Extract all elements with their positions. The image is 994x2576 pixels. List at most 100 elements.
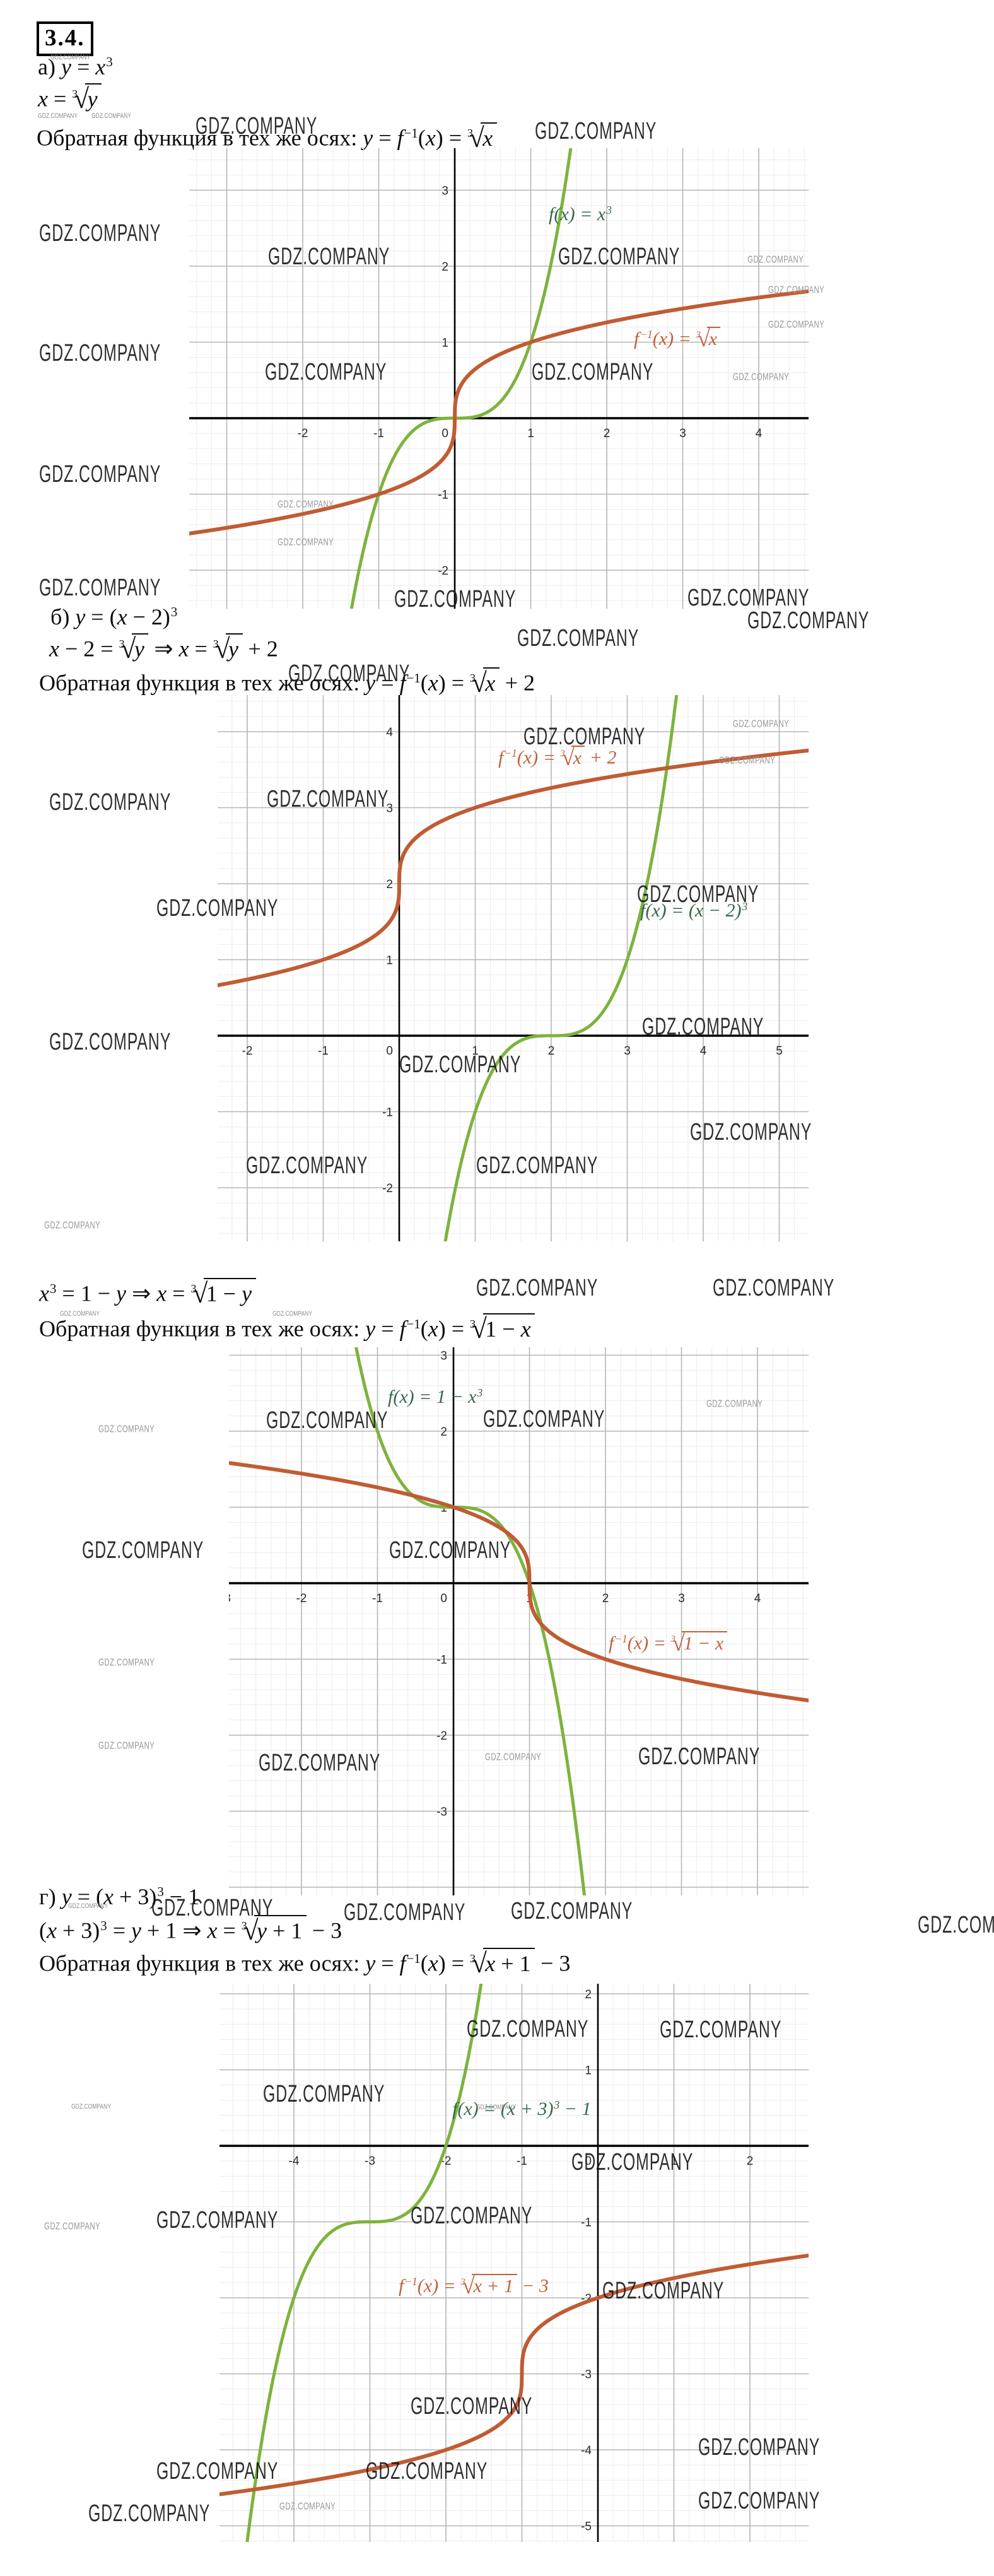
graph-b: -2 -1 0 1 2 3 4 5 4 3 2 1 -1 -2 f(x) = (x − 2)3 f−1(x) … [216, 543, 810, 1394]
graph-a-y-tick: 1 [441, 337, 448, 350]
watermark: GDZ.COMPANY [713, 1274, 835, 1301]
graph-g-y-tick: -3 [581, 2368, 592, 2382]
graph-a-curve-f_inverse [187, 289, 810, 536]
graph-b-y-tick: 4 [386, 726, 393, 739]
graph-g-x-tick: -3 [365, 2155, 375, 2168]
formula-line-b-2: x − 2 = 3√y ⇒ x = 3√y + 2 [49, 633, 278, 665]
graph-v-y-tick: 2 [440, 1426, 447, 1439]
graph-v-x-tick: -3 [229, 1592, 231, 1605]
graph-v-curve-f_inverse [227, 1461, 810, 1702]
graph-v-x-tick: 3 [678, 1592, 685, 1605]
graph-a-x-tick: 3 [679, 427, 686, 440]
graph-v-x-tick: -1 [372, 1592, 383, 1605]
graph-g-x-tick: 1 [670, 2155, 677, 2168]
watermark: GDZ.COMPANY [44, 1219, 101, 1231]
graph-g: -4 -3 -2 -1 0 1 2 2 1 -1 -2 -3 -4 -5 f(x) = (x + 3)3 −… [218, 1830, 810, 2576]
formula-line-v-2: Обратная функция в тех же осях: y = f−1(… [39, 1313, 535, 1344]
watermark: GDZ.COMPANY [98, 1740, 155, 1752]
graph-b-x-tick: -2 [242, 1045, 253, 1058]
graph-b-x-tick: 1 [472, 1045, 479, 1058]
graph-a-y-tick: 3 [441, 185, 448, 198]
graph-v-label-f_inverse: f−1(x) = 3√1 − x [609, 1631, 727, 1654]
watermark: GDZ.COMPANY [344, 1899, 466, 1926]
graph-g-curve-f_inverse [218, 2254, 810, 2497]
graph-a-y-tick: -2 [438, 565, 448, 578]
graph-v-label-f: f(x) = 1 − x3 [388, 1386, 483, 1407]
watermark: GDZ.COMPANY [88, 2500, 211, 2527]
graph-a-x-tick: 4 [756, 427, 763, 440]
formula-line-v-1: x3 = 1 − y ⇒ x = 3√1 − y [39, 1278, 256, 1308]
watermark: GDZ.COMPANY [39, 220, 161, 247]
problem-number-text: 3.4. [45, 25, 85, 51]
graph-g-curve-f [241, 1830, 503, 2576]
watermark: GDZ.COMPANY [517, 624, 640, 652]
watermark: GDZ.COMPANY [511, 1897, 633, 1924]
graph-a-y-tick: 2 [441, 261, 448, 274]
graph-b-y-tick: 2 [386, 878, 393, 891]
watermark: GDZ.COMPANY [49, 1028, 172, 1055]
graph-b-x-tick: 0 [386, 1045, 393, 1058]
graph-b-y-tick: -1 [382, 1106, 393, 1120]
graph-b-y-tick: 1 [386, 954, 393, 968]
watermark: GDZ.COMPANY [39, 460, 161, 488]
graph-g-plot: -4 -3 -2 -1 0 1 221-1-2-3-4-5 [218, 1830, 810, 2576]
watermark: GDZ.COMPANY [535, 117, 657, 144]
watermark: GDZ.COMPANY [98, 1656, 155, 1668]
graph-v-y-tick: -2 [436, 1730, 447, 1743]
graph-v-y-tick: -3 [436, 1806, 447, 1819]
graph-g-y-tick: 1 [585, 2064, 592, 2078]
graph-v-curve-f [330, 1195, 602, 2049]
graph-g-y-tick: 2 [585, 1988, 592, 2001]
watermark: GDZ.COMPANY [39, 339, 161, 366]
graph-g-y-tick: -4 [581, 2444, 592, 2457]
graph-g-y-tick: -1 [581, 2216, 592, 2230]
graph-g-label-f_inverse: f−1(x) = 3√x + 1 − 3 [399, 2272, 549, 2298]
graph-v-y-tick: 3 [440, 1350, 447, 1363]
watermark: GDZ.COMPANY [82, 1537, 204, 1564]
formula-line-g-2: (x + 3)3 = y + 1 ⇒ x = 3√y + 1 − 3 [39, 1915, 342, 1947]
graph-b-curve-f [422, 543, 694, 1394]
graph-b-x-tick: 5 [776, 1045, 783, 1058]
watermark: GDZ.COMPANY [44, 2220, 101, 2232]
graph-v-x-tick: -2 [296, 1592, 307, 1605]
watermark: GDZ.COMPANY [98, 1423, 155, 1435]
problem-number: 3.4. [37, 21, 93, 56]
graph-a-plot: -2 -1 0 1 2 3 4 3 2 1 -1 -2 [187, 0, 810, 761]
watermark: GDZ.COMPANY [49, 788, 172, 816]
formula-line-g-1: г) y = (x + 3)3 − 1 [39, 1884, 200, 1909]
graph-b-label-f: f(x) = (x − 2)3 [640, 899, 748, 921]
graph-a-x-tick: -1 [373, 427, 384, 440]
watermark: GDZ.COMPANY [747, 607, 870, 634]
graph-a-x-tick: -2 [298, 427, 308, 440]
graph-b-label-f_inverse: f−1(x) = 3√x + 2 [498, 744, 617, 770]
graph-g-x-tick: -1 [517, 2155, 527, 2168]
watermark: GDZ.COMPANY [71, 2102, 112, 2111]
watermark: GDZ.COMPANY [476, 1274, 599, 1301]
graph-g-label-f: f(x) = (x + 3)3 − 1 [452, 2098, 592, 2119]
graph-v-x-tick: 4 [754, 1592, 761, 1605]
graph-b-y-tick: 3 [386, 802, 393, 816]
graph-g-y-tick: -5 [581, 2520, 592, 2534]
formula-line-b-1: б) y = (x − 2)3 [50, 604, 178, 629]
graph-a-y-tick: -1 [438, 489, 448, 502]
graph-b-x-tick: -1 [318, 1045, 329, 1058]
graph-b-x-tick: 3 [624, 1045, 631, 1058]
formula-line-a-2: x = 3√y [38, 83, 102, 114]
graph-v-y-tick: -1 [436, 1654, 447, 1667]
graph-b-x-tick: 4 [700, 1045, 707, 1058]
formula-line-b-3: Обратная функция в тех же осях: y = f−1(… [39, 667, 535, 699]
watermark: GDZ.COMPANY [918, 1911, 994, 1938]
graph-a-label-f_inverse: f−1(x) = 3√x [634, 327, 721, 350]
graph-v-x-tick: 2 [602, 1592, 609, 1605]
graph-a: -2 -1 0 1 2 3 4 3 2 1 -1 -2 f(x) = x3 f−1(x) = 3√x [187, 0, 810, 761]
graph-a-x-tick: 2 [604, 427, 611, 440]
graph-g-x-tick: 2 [747, 2155, 754, 2168]
graph-a-x-tick: 0 [441, 427, 448, 440]
graph-a-label-f: f(x) = x3 [549, 203, 612, 225]
graph-b-y-tick: -2 [382, 1182, 393, 1195]
formula-line-a-1: а) y = x3 [38, 54, 113, 79]
graph-v-x-tick: 0 [440, 1592, 447, 1605]
watermark: GDZ.COMPANY [39, 574, 161, 601]
